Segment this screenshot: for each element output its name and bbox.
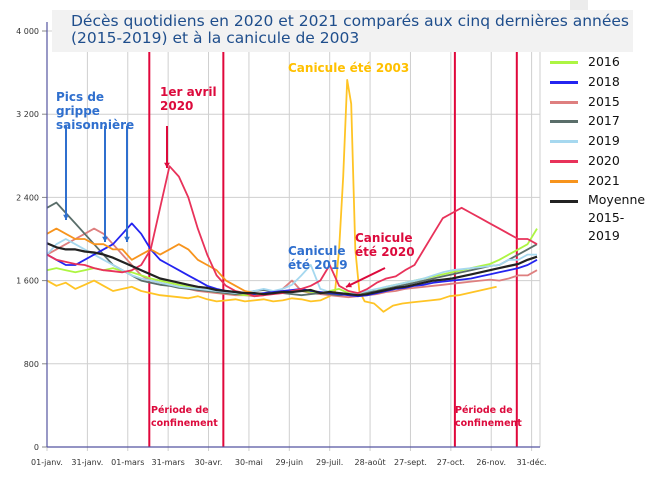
legend-item[interactable]: 2021 <box>550 173 650 193</box>
annotation-1er-avril: 1er avril 2020 <box>160 85 217 113</box>
legend: 2016 2018 2015 2017 2019 2020 2021 Moyenne 2015… <box>550 54 650 243</box>
confinement-lines <box>148 22 518 447</box>
legend-label: 2016 <box>588 54 620 69</box>
y-tick-label: 800 <box>24 360 39 369</box>
x-tick-label: 28-août <box>355 458 386 467</box>
annotation-grippe: Pics de grippe saisonnière <box>56 90 135 132</box>
legend-label: 2018 <box>588 73 620 89</box>
legend-item[interactable]: 2016 <box>550 54 650 74</box>
legend-label: Moyenne 2015-2019 <box>588 191 646 243</box>
arrow-head <box>346 282 352 288</box>
x-tick-label: 01-janv. <box>31 458 63 467</box>
annotation-confinement-2: Période de confinement <box>455 405 522 429</box>
legend-item[interactable]: 2018 <box>550 74 650 94</box>
series-line-2015 <box>46 227 538 299</box>
x-tick-label: 29-juil. <box>316 458 343 467</box>
annotation-arrows <box>63 126 386 288</box>
legend-item[interactable]: 2015 <box>550 94 650 114</box>
y-tick-label: 4 000 <box>16 27 39 36</box>
annotation-canicule-2020: Canicule été 2020 <box>355 231 415 259</box>
arrow-head <box>63 214 69 220</box>
x-tick-label: 31-mars <box>152 458 185 467</box>
annotation-confinement-1: Période de confinement <box>151 405 218 429</box>
legend-swatch <box>550 120 578 124</box>
x-tick-label: 01-mars <box>111 458 144 467</box>
x-tick-label: 30-mai <box>235 458 263 467</box>
y-tick-label: 0 <box>34 443 39 452</box>
legend-item[interactable]: Moyenne 2015-2019 <box>550 192 650 243</box>
legend-label: 2020 <box>588 152 620 168</box>
x-tick-label: 27-sept. <box>394 458 427 467</box>
legend-swatch <box>550 199 578 203</box>
y-tick-label: 2 400 <box>16 193 39 202</box>
annotation-canicule-2003: Canicule été 2003 <box>288 61 410 75</box>
x-tick-label: 31-janv. <box>71 458 103 467</box>
legend-swatch <box>550 159 578 163</box>
legend-label: 2021 <box>588 172 620 188</box>
y-tick-label: 1 600 <box>16 277 39 286</box>
series-line-moyenne-2015-2019 <box>46 242 538 297</box>
x-tick-label: 30-avr. <box>195 458 223 467</box>
series-line-2018 <box>46 222 538 298</box>
annotation-canicule-2019: Canicule été 2019 <box>288 244 348 272</box>
legend-swatch <box>550 179 578 183</box>
legend-swatch <box>550 140 578 144</box>
legend-swatch <box>550 100 578 104</box>
x-tick-label: 31-déc. <box>517 457 547 467</box>
annotation-arrow <box>345 267 386 288</box>
x-tick-label: 29-juin <box>275 458 303 467</box>
legend-label: 2015 <box>588 93 620 109</box>
scroll-handle[interactable] <box>570 0 588 12</box>
chart-title: Décès quotidiens en 2020 et 2021 comparé… <box>52 10 633 52</box>
series-lines <box>46 79 538 313</box>
legend-item[interactable]: 2017 <box>550 113 650 133</box>
legend-label: 2019 <box>588 133 620 149</box>
arrow-head <box>102 236 108 242</box>
legend-item[interactable]: 2020 <box>550 153 650 173</box>
axes: 0 800 1 600 2 400 3 200 4 000 01-janv. 31-janv.… <box>16 22 547 467</box>
arrow-head <box>124 236 130 242</box>
legend-label: 2017 <box>588 113 620 129</box>
legend-item[interactable]: 2019 <box>550 133 650 153</box>
x-tick-label: 26-nov. <box>476 458 506 467</box>
legend-swatch <box>550 61 578 64</box>
y-tick-label: 3 200 <box>16 110 39 119</box>
x-tick-label: 27-oct. <box>437 458 465 467</box>
arrow-head <box>164 162 170 168</box>
series-line-2019 <box>46 238 537 296</box>
legend-swatch <box>550 80 578 84</box>
series-line-2003 <box>46 79 497 313</box>
